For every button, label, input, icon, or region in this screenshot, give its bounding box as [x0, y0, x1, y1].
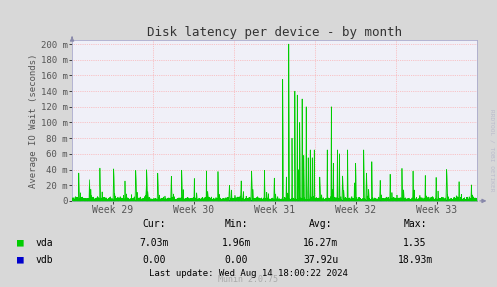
Text: 7.03m: 7.03m: [139, 238, 169, 247]
Text: Munin 2.0.75: Munin 2.0.75: [219, 275, 278, 284]
Text: vdb: vdb: [36, 255, 53, 265]
Title: Disk latency per device - by month: Disk latency per device - by month: [147, 26, 402, 39]
Text: 1.96m: 1.96m: [221, 238, 251, 247]
Text: vda: vda: [36, 238, 53, 247]
Text: Cur:: Cur:: [142, 219, 166, 229]
Y-axis label: Average IO Wait (seconds): Average IO Wait (seconds): [29, 53, 38, 188]
Text: ■: ■: [17, 255, 24, 265]
Text: Last update: Wed Aug 14 18:00:22 2024: Last update: Wed Aug 14 18:00:22 2024: [149, 269, 348, 278]
Text: Min:: Min:: [224, 219, 248, 229]
Text: 16.27m: 16.27m: [303, 238, 338, 247]
Text: RRDTOOL / TOBI OETIKER: RRDTOOL / TOBI OETIKER: [490, 109, 495, 191]
Text: 0.00: 0.00: [224, 255, 248, 265]
Text: 0.00: 0.00: [142, 255, 166, 265]
Text: 37.92u: 37.92u: [303, 255, 338, 265]
Text: Max:: Max:: [403, 219, 427, 229]
Text: Avg:: Avg:: [309, 219, 332, 229]
Text: 18.93m: 18.93m: [398, 255, 432, 265]
Text: 1.35: 1.35: [403, 238, 427, 247]
Text: ■: ■: [17, 238, 24, 247]
